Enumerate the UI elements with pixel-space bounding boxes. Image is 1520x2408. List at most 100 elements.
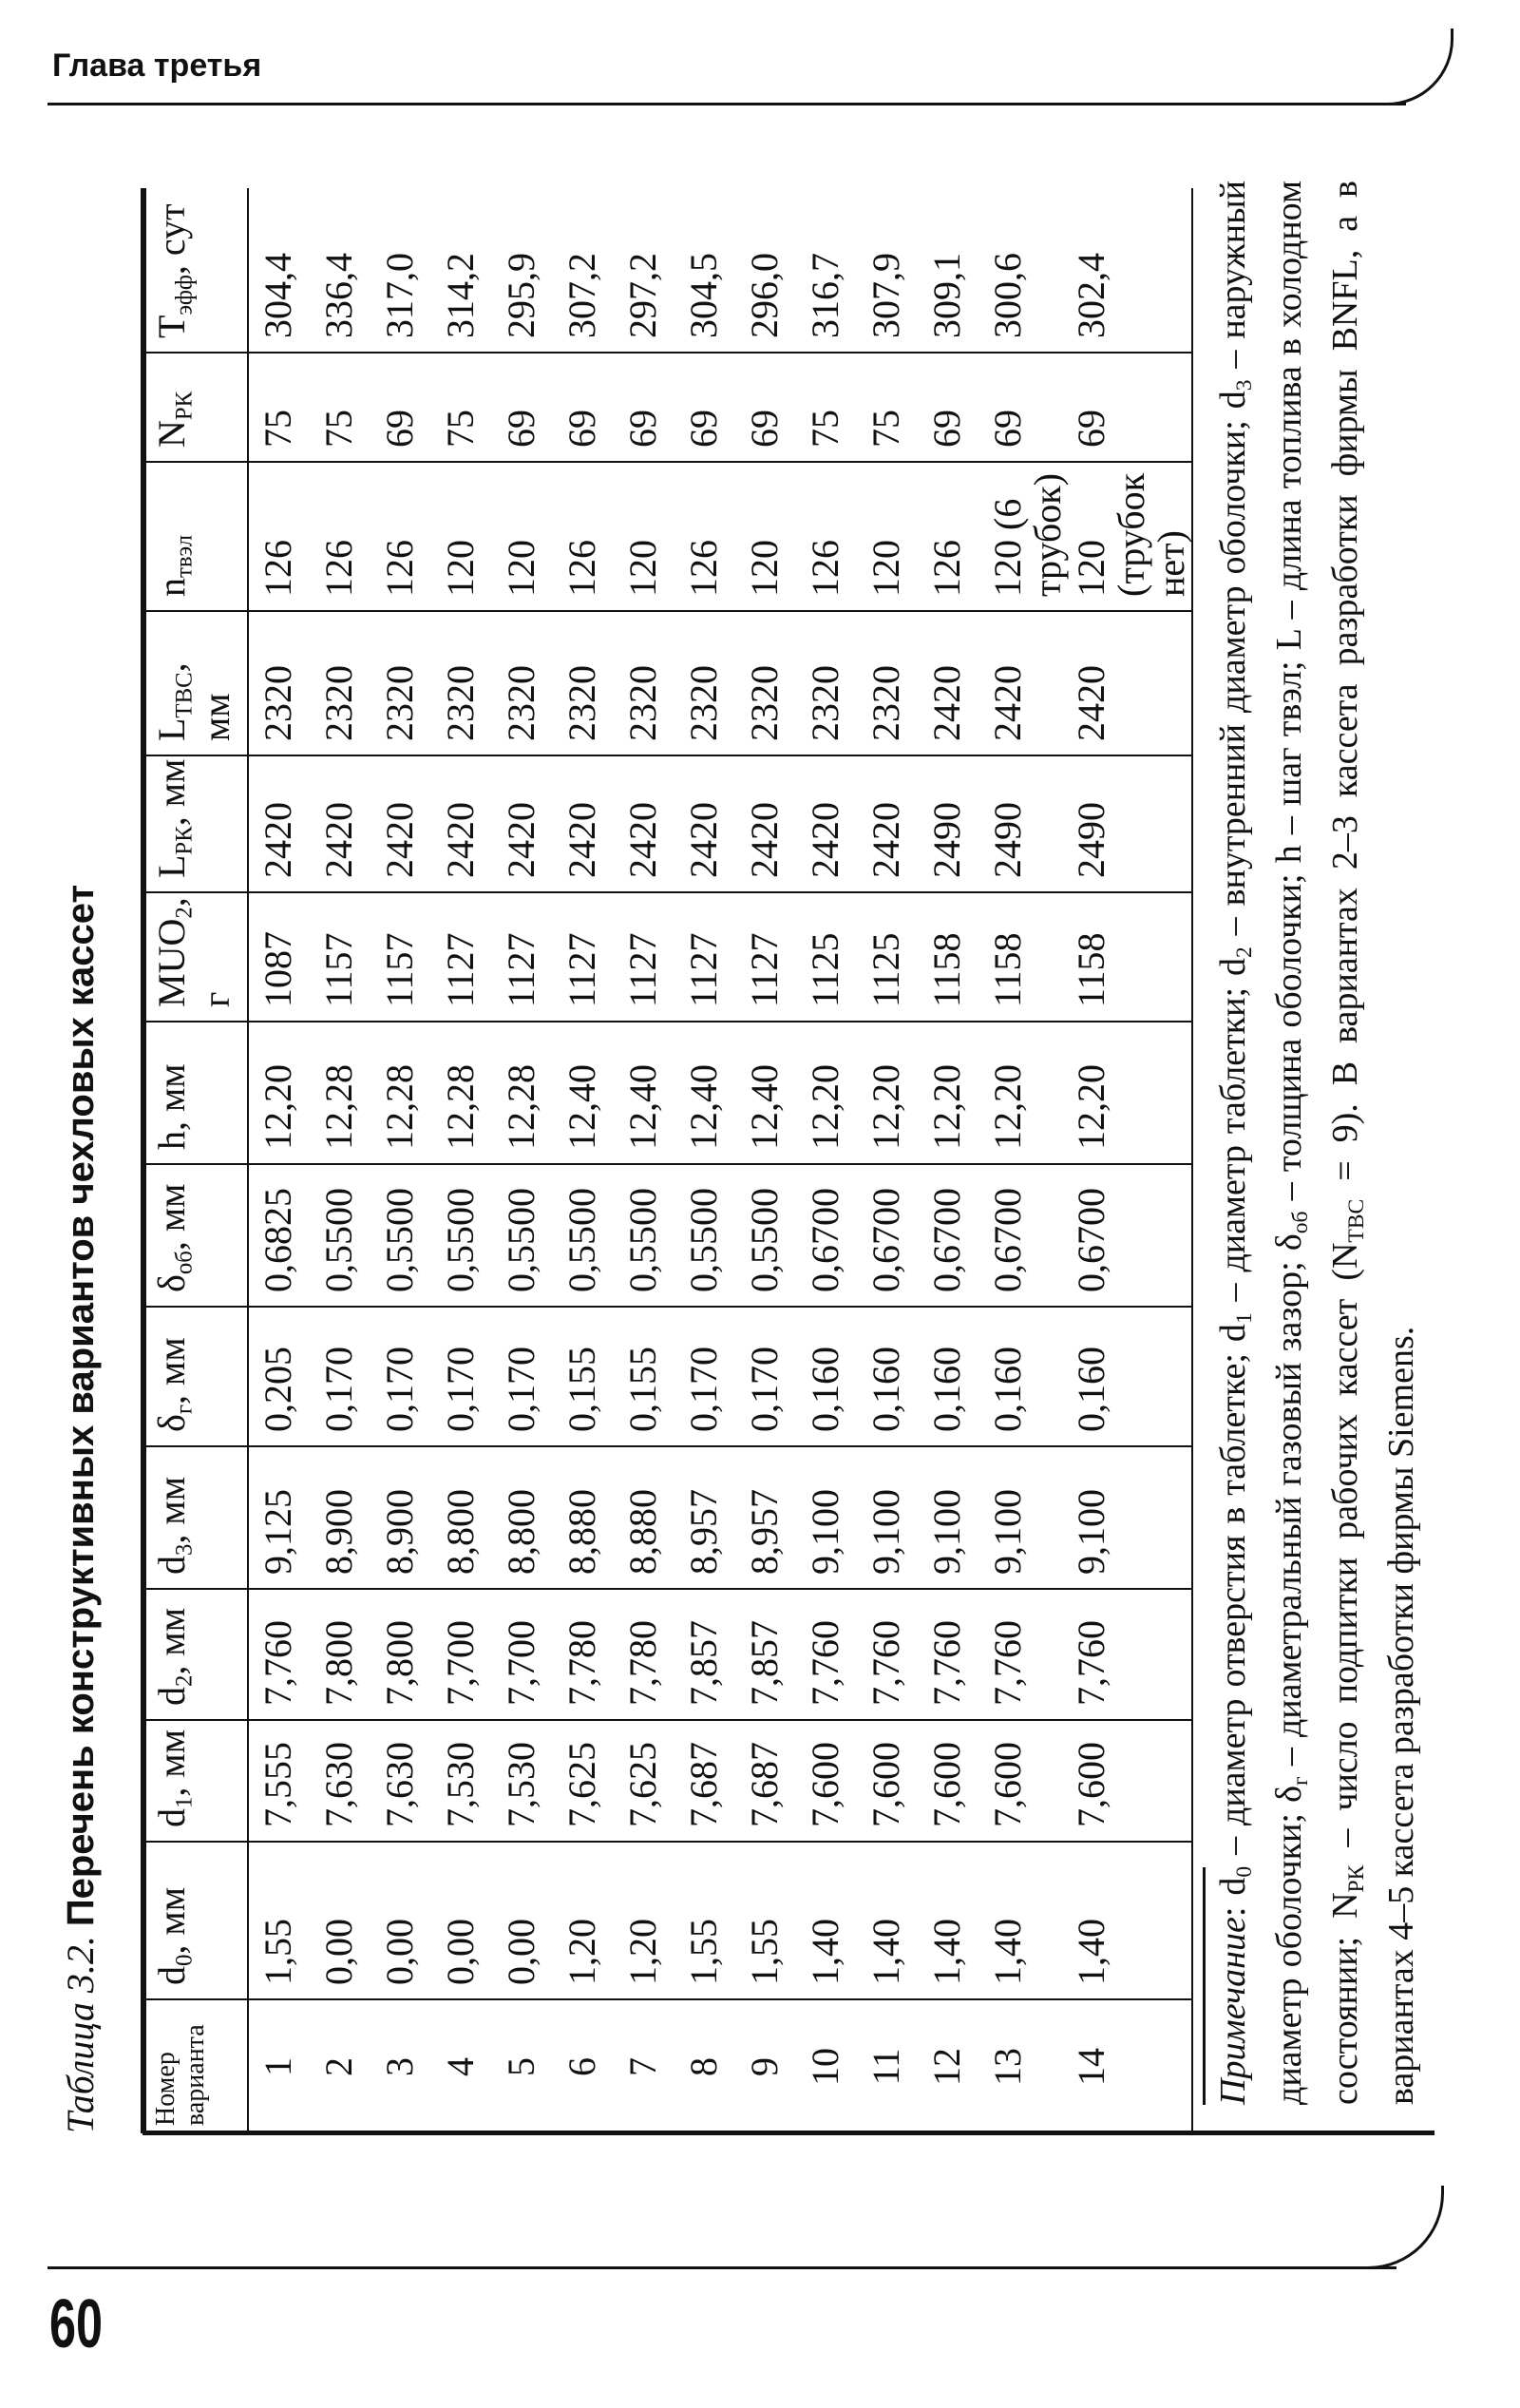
header-corner [1358,29,1454,105]
column-header: LРК, мм [143,755,248,892]
table-cell: 75 [863,353,923,462]
table-cell: 69 [923,353,984,462]
table-cell: 7,555 [248,1720,315,1842]
table-cell: 7,760 [923,1589,984,1720]
column-header: LТВС, мм [143,611,248,755]
table-cell: 12,28 [376,1022,437,1164]
table-cell: 1,40 [802,1842,863,1999]
table-cell: 4 [439,2057,482,2076]
table-cell: 0,170 [437,1307,498,1446]
table-cell: 1127 [619,892,680,1022]
column-header-unit: , мм [150,758,193,827]
column-header-subscript: 2 [171,1674,198,1687]
column-header-subscript: 0 [171,1954,198,1966]
table-cell: 75 [315,353,376,462]
table-cell: 2 [317,2057,360,2076]
column-header: d1, мм [143,1720,248,1842]
table-cell: 13 [986,2048,1029,2086]
column-header-main: δ [150,1414,193,1432]
column-header: d0, мм [143,1842,248,1999]
table-cell: 8,900 [376,1446,437,1589]
table-cell: 1,40 [923,1842,984,1999]
table-row: 7 1,20 7,625 7,780 8,880 0,155 0,5500 12,40 1127… [619,188,680,2133]
table-cell: 12,40 [741,1022,802,1164]
column-header-subscript: 1 [171,1796,198,1808]
column-header: δоб, мм [143,1164,248,1307]
table-cell: 300,6 [984,188,1068,353]
table-cell: 0,00 [376,1842,437,1999]
table-cell: 1125 [863,892,923,1022]
table-cell: 0,00 [498,1842,559,1999]
table-cell: 7,857 [741,1589,802,1720]
table-row: 14 1,40 7,600 7,760 9,100 0,160 0,6700 12,20 115… [1068,188,1192,2133]
table-cell: 0,155 [619,1307,680,1446]
table-cell: 0,155 [559,1307,619,1446]
table-cell: 126 [248,462,315,611]
table-cell: 75 [437,353,498,462]
table-cell: 7,760 [248,1589,315,1720]
table-cell: 0,5500 [559,1164,619,1307]
table-cell: 7,780 [559,1589,619,1720]
table-cell: 0,170 [498,1307,559,1446]
table-cell: 7,630 [315,1720,376,1842]
table-cell: 7,530 [498,1720,559,1842]
table-cell: 7,700 [437,1589,498,1720]
note-subscript: 3 [1232,379,1258,392]
note-subscript: об [1288,1211,1314,1234]
table-cell: 2420 [984,611,1068,755]
column-header-unit: , мм [150,1886,193,1955]
table-cell: 120 [863,462,923,611]
table-cell: 2320 [376,611,437,755]
table-cell: 7,600 [1068,1720,1192,1842]
table-cell: 69 [984,353,1068,462]
table-cell: 8,800 [437,1446,498,1589]
table-cell: 69 [741,353,802,462]
table-cell: 7,760 [802,1589,863,1720]
note-subscript: 1 [1232,1312,1258,1325]
caption-title: Перечень конструктивных вариантов чехлов… [60,884,102,1927]
table-cell: 314,2 [437,188,498,353]
table-cell: 1127 [437,892,498,1022]
column-header-subscript: ТВС [171,672,198,718]
table-row: 13 1,40 7,600 7,760 9,100 0,160 0,6700 12,20 115… [984,188,1069,2133]
table-cell: 1,55 [741,1842,802,1999]
table-cell: 2420 [498,755,559,892]
table-cell: 0,6825 [248,1164,315,1307]
table-cell: 6 [560,2057,603,2076]
table-cell: 9,100 [802,1446,863,1589]
column-header-main: N [150,420,193,448]
table-cell: 8,880 [559,1446,619,1589]
table-cell: 12,20 [984,1022,1068,1164]
column-header-main: d [150,1808,193,1827]
column-header-main: d [150,1687,193,1706]
table-cell: 0,160 [923,1307,984,1446]
table-cell: 1157 [376,892,437,1022]
column-header: nтвэл [143,462,248,611]
column-header-subscript: 2 [171,907,198,919]
column-header-main: MUO [150,918,193,1007]
table-cell: 7,600 [863,1720,923,1842]
table-cell: 1158 [984,892,1068,1022]
table-cell: 1087 [248,892,315,1022]
table-cell: 1,40 [1068,1842,1192,1999]
table-cell: 7,700 [498,1589,559,1720]
note-subscript: 2 [1232,946,1258,959]
table-cell: 1125 [802,892,863,1022]
table-cell: 12,20 [248,1022,315,1164]
table-cell: 7,625 [619,1720,680,1842]
table-cell: 1 [256,2057,299,2076]
table-cell: 7,857 [680,1589,741,1720]
table-cell: 2490 [1068,755,1192,892]
table-cell: 12,40 [559,1022,619,1164]
table-cell: 12,20 [863,1022,923,1164]
table-cell: 7,800 [376,1589,437,1720]
column-header-main: h, мм [150,1063,193,1150]
table-cell: 9,100 [1068,1446,1192,1589]
column-header-main: δ [150,1274,193,1292]
table-cell: 1,40 [863,1842,923,1999]
column-header-main: d [150,1966,193,1985]
table-cell: 317,0 [376,188,437,353]
table-cell: 12,40 [619,1022,680,1164]
table-cell: 126 [923,462,984,611]
table-cell: 2320 [559,611,619,755]
